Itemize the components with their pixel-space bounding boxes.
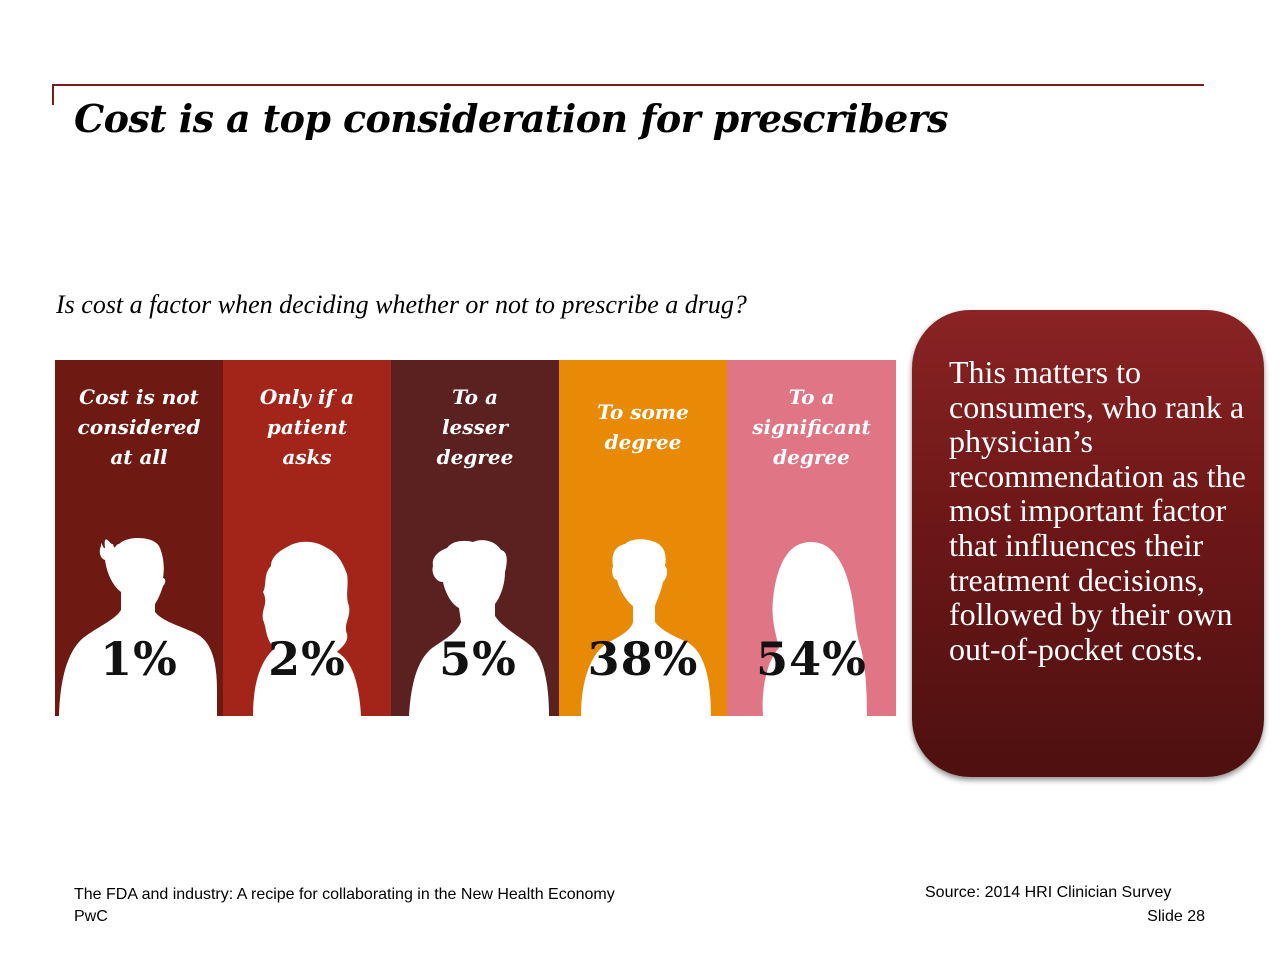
callout-text: This matters to consumers, who rank a ph… bbox=[949, 354, 1246, 667]
panel-label: To some degree bbox=[597, 400, 689, 454]
response-panel-some-degree: To some degree 38% bbox=[559, 360, 727, 716]
footer-report-title: The FDA and industry: A recipe for colla… bbox=[74, 886, 615, 903]
footer-company: PwC bbox=[74, 908, 108, 925]
woman-curly-hair-icon bbox=[253, 541, 361, 716]
woman-long-hair-icon bbox=[762, 542, 867, 716]
header-rule bbox=[52, 84, 1204, 86]
person-wavy-hair-icon bbox=[409, 540, 549, 716]
header-rule-tick bbox=[52, 84, 54, 105]
percent-value: 5% bbox=[439, 632, 517, 686]
response-panels: Cost is not considered at all 1% Only if… bbox=[55, 360, 896, 716]
footer-source: Source: 2014 HRI Clinician Survey bbox=[925, 884, 1172, 901]
percent-value: 54% bbox=[756, 632, 867, 686]
response-panel-significant-degree: To a significant degree 54% bbox=[727, 360, 896, 716]
panel-label: To a lesser degree bbox=[436, 385, 514, 469]
man-short-hair-icon bbox=[59, 538, 217, 716]
panel-label: Cost is not considered at all bbox=[77, 385, 201, 469]
percent-value: 1% bbox=[100, 632, 178, 686]
percent-value: 2% bbox=[268, 632, 346, 686]
slide-title: Cost is a top consideration for prescrib… bbox=[74, 96, 949, 141]
footer-slide-number: Slide 28 bbox=[1147, 908, 1205, 925]
man-young-icon bbox=[581, 539, 711, 716]
response-panel-lesser-degree: To a lesser degree 5% bbox=[391, 360, 559, 716]
panel-label: Only if a patient asks bbox=[259, 385, 355, 469]
response-panel-not-considered: Cost is not considered at all 1% bbox=[55, 360, 223, 716]
response-panel-if-patient-asks: Only if a patient asks 2% bbox=[223, 360, 391, 716]
callout-box: This matters to consumers, who rank a ph… bbox=[912, 310, 1264, 777]
panel-label: To a significant degree bbox=[752, 385, 871, 469]
percent-value: 38% bbox=[587, 632, 699, 686]
survey-question: Is cost a factor when deciding whether o… bbox=[56, 290, 747, 319]
